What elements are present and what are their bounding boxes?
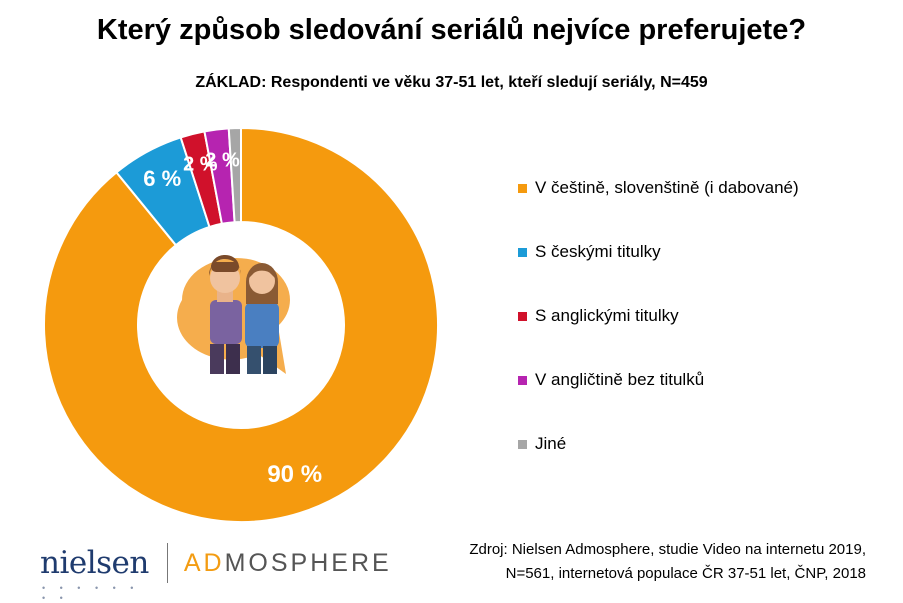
admosphere-logo: ADMOSPHERE — [183, 548, 392, 577]
legend-swatch — [518, 183, 527, 193]
legend-swatch — [518, 311, 527, 321]
donut-slice — [227, 126, 242, 224]
legend-label: S českými titulky — [535, 242, 661, 261]
slice-label: 2 % — [183, 153, 218, 175]
legend-swatch — [518, 439, 527, 449]
source-line-2: N=561, internetová populace ČR 37-51 let… — [505, 565, 866, 582]
source-note: Zdroj: Nielsen Admosphere, studie Video … — [420, 538, 866, 586]
slice-label: 90 % — [267, 461, 322, 488]
logos: nielsen • • • • • • • • ADMOSPHERE — [40, 538, 392, 603]
slice-label: 2 % — [205, 150, 240, 172]
chart-title: Který způsob sledování seriálů nejvíce p… — [96, 14, 807, 46]
donut-slices — [43, 126, 439, 523]
legend-item: V češtině, slovenštině (i dabované) — [518, 178, 799, 198]
two-people-icon — [177, 254, 290, 374]
legend-swatch — [518, 247, 527, 257]
legend-label: Jiné — [535, 434, 567, 453]
legend-label: V angličtině bez titulků — [535, 370, 705, 389]
source-line-1: Zdroj: Nielsen Admosphere, studie Video … — [469, 541, 866, 558]
slice-label: 6 % — [143, 166, 181, 191]
nielsen-logo: nielsen • • • • • • • • — [40, 545, 149, 603]
legend-item: S českými titulky — [518, 242, 661, 262]
legend-item: S anglickými titulky — [518, 306, 679, 326]
logo-divider — [166, 543, 168, 583]
legend-item: Jiné — [518, 434, 566, 454]
legend-item: V angličtině bez titulků — [518, 370, 704, 390]
legend-swatch — [518, 375, 527, 385]
chart-subtitle: ZÁKLAD: Respondenti ve věku 37-51 let, k… — [195, 74, 708, 91]
donut-slice — [43, 126, 439, 523]
legend-label: V češtině, slovenštině (i dabované) — [535, 178, 799, 197]
legend-label: S anglickými titulky — [535, 306, 679, 325]
